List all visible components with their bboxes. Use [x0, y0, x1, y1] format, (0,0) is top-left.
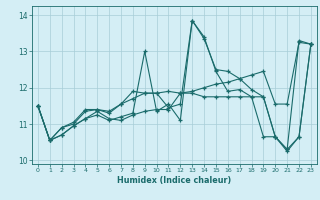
- X-axis label: Humidex (Indice chaleur): Humidex (Indice chaleur): [117, 176, 232, 185]
